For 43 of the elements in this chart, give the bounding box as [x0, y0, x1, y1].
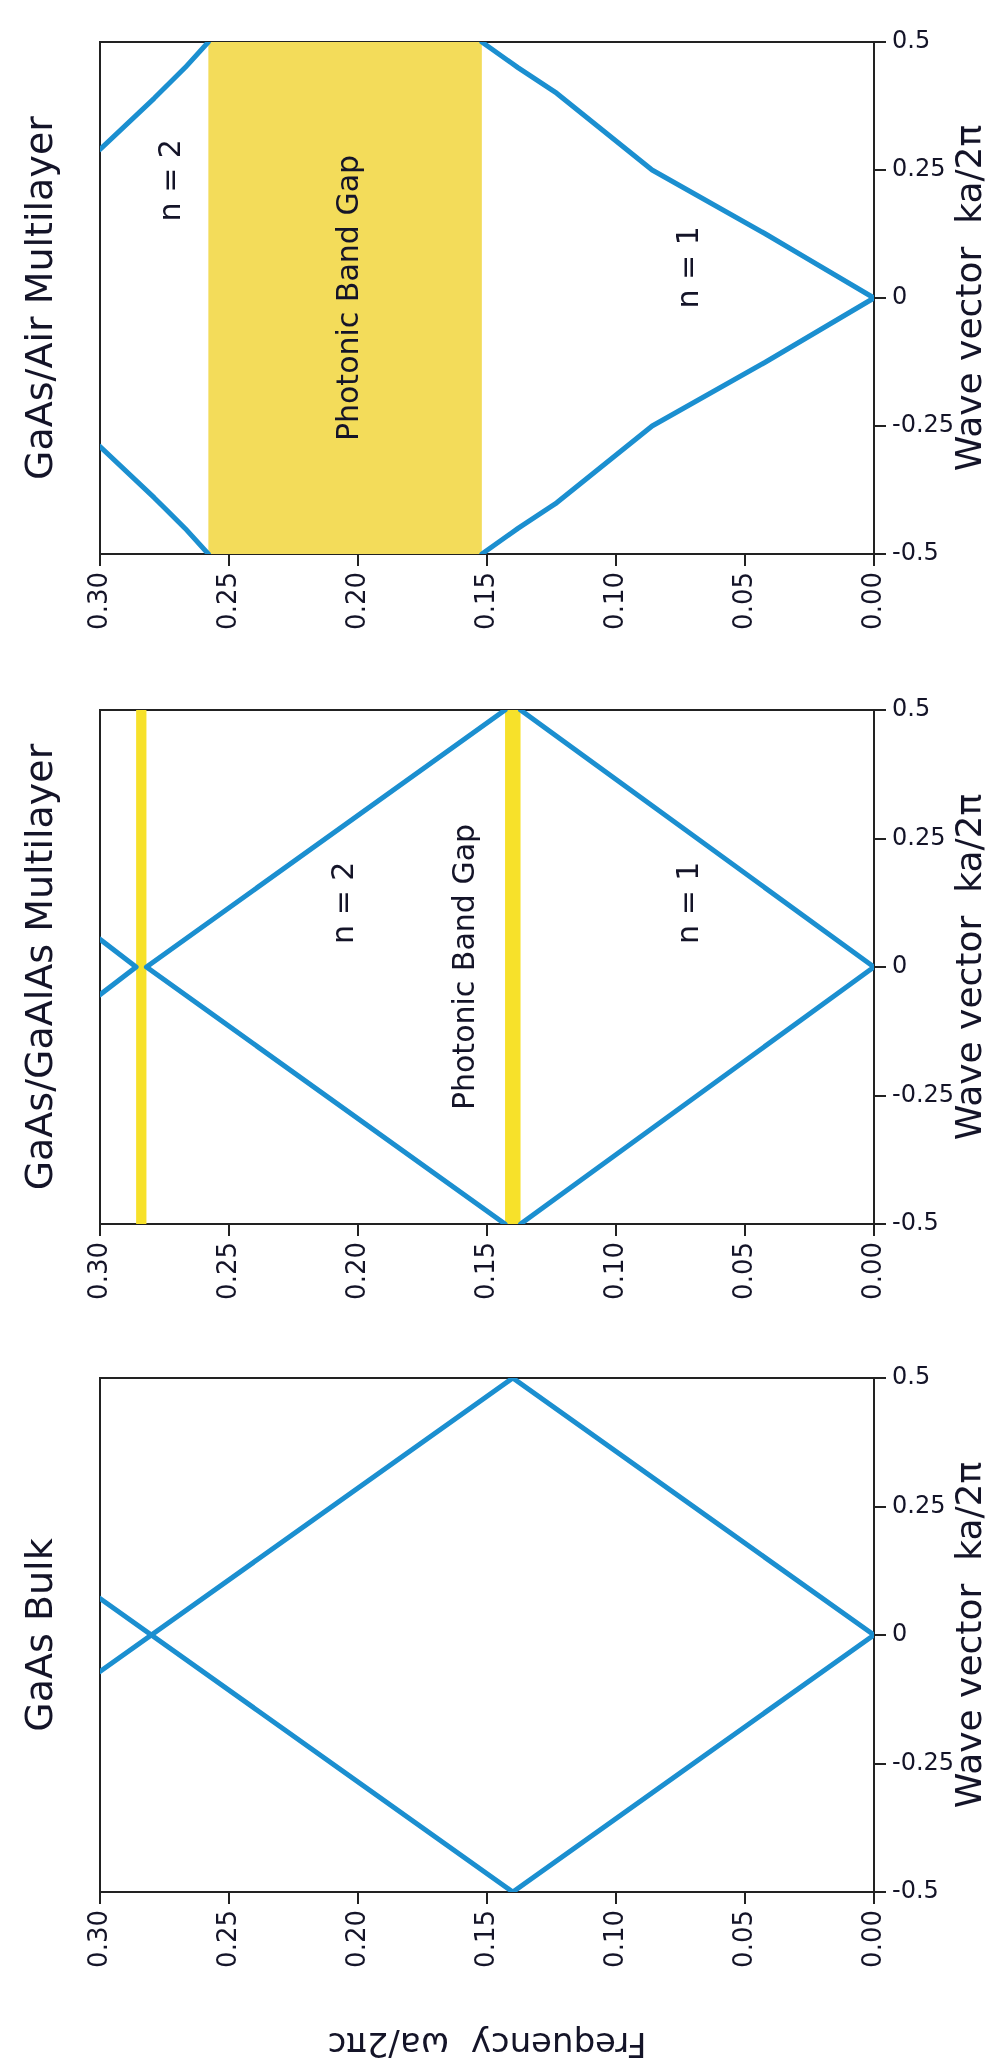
text: GaAs/Air Multilayer — [16, 115, 61, 480]
y-tick-label: 0.5 — [892, 1362, 931, 1391]
x-tick-label: 0.15 — [469, 1910, 500, 1968]
x-tick-label: 0.15 — [469, 572, 500, 630]
annotation: Photonic Band Gap — [329, 154, 365, 442]
annotation: n = 1 — [670, 861, 706, 944]
x-tick-label: 0.20 — [340, 1910, 371, 1968]
x-tick-label: 0.20 — [340, 572, 371, 630]
x-tick-label: 0.25 — [211, 1910, 242, 1968]
x-tick-label: 0.15 — [469, 1242, 500, 1300]
text: GaAs/GaAlAs Multilayer — [16, 743, 61, 1191]
y-tick-label: 0.25 — [892, 822, 946, 851]
y-tick-label: -0.5 — [892, 1876, 939, 1905]
x-tick-label: 0.00 — [856, 572, 887, 630]
y-tick-label: -0.5 — [892, 1208, 939, 1237]
x-tick-label: 0.10 — [598, 1910, 629, 1968]
x-tick-label: 0.00 — [856, 1910, 887, 1968]
x-tick-label: 0.30 — [82, 1910, 113, 1968]
annotation: n = 2 — [151, 139, 187, 222]
x-tick-label: 0.05 — [727, 572, 758, 630]
x-tick-label: 0.25 — [211, 572, 242, 630]
y-tick-label: -0.5 — [892, 538, 939, 567]
x-tick-label: 0.05 — [727, 1242, 758, 1300]
y-tick-label: 0 — [892, 951, 908, 980]
annotation: n = 1 — [670, 226, 706, 309]
x-tick-label: 0.30 — [82, 1242, 113, 1300]
y-tick-label: 0 — [892, 282, 908, 311]
x-tick-label: 0.30 — [82, 572, 113, 630]
x-axis-title: Frequency ωa/2πc — [327, 2025, 647, 2066]
text: GaAs Bulk — [16, 1538, 61, 1732]
x-tick-label: 0.05 — [727, 1910, 758, 1968]
annotation: n = 2 — [325, 861, 361, 944]
y-tick-label: 0.25 — [892, 1490, 946, 1519]
y-tick-label: 0.25 — [892, 154, 946, 183]
x-tick-label: 0.10 — [598, 1242, 629, 1300]
y-tick-label: 0.5 — [892, 694, 931, 723]
x-tick-label: 0.20 — [340, 1242, 371, 1300]
y-tick-label: 0 — [892, 1619, 908, 1648]
x-tick-label: 0.00 — [856, 1242, 887, 1300]
annotation: Photonic Band Gap — [445, 823, 481, 1111]
x-tick-label: 0.10 — [598, 572, 629, 630]
y-tick-label: 0.5 — [892, 26, 931, 55]
x-tick-label: 0.25 — [211, 1242, 242, 1300]
